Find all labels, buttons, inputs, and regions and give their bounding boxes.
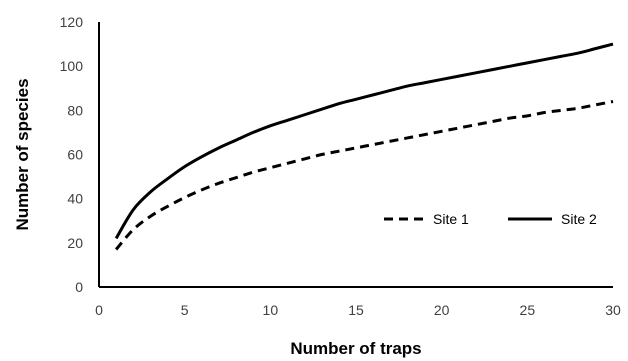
legend-label-1: Site 1	[433, 211, 469, 227]
y-tick-label: 60	[67, 147, 83, 163]
x-tick-label: 15	[348, 302, 364, 318]
x-tick-label: 5	[181, 302, 189, 318]
y-tick-label: 100	[60, 58, 84, 74]
x-tick-label: 30	[605, 302, 621, 318]
x-tick-labels: 0 5 10 15 20 25 30	[95, 302, 621, 318]
axes	[98, 22, 613, 288]
series-lines	[114, 42, 614, 251]
y-tick-labels: 0 20 40 60 80 100 120	[60, 14, 84, 295]
x-axis-title: Number of traps	[290, 339, 421, 358]
y-tick-label: 0	[75, 279, 83, 295]
series-line-2	[114, 42, 614, 240]
legend: Site 1 Site 2	[384, 211, 597, 227]
legend-label-2: Site 2	[561, 211, 597, 227]
y-tick-label: 80	[67, 102, 83, 118]
y-tick-label: 20	[67, 235, 83, 251]
series-line-1	[114, 100, 614, 251]
x-tick-label: 25	[520, 302, 536, 318]
y-axis-title: Number of species	[13, 78, 32, 230]
y-tick-label: 40	[67, 191, 83, 207]
y-tick-label: 120	[60, 14, 84, 30]
x-tick-label: 20	[434, 302, 450, 318]
x-tick-label: 0	[95, 302, 103, 318]
x-tick-label: 10	[263, 302, 279, 318]
